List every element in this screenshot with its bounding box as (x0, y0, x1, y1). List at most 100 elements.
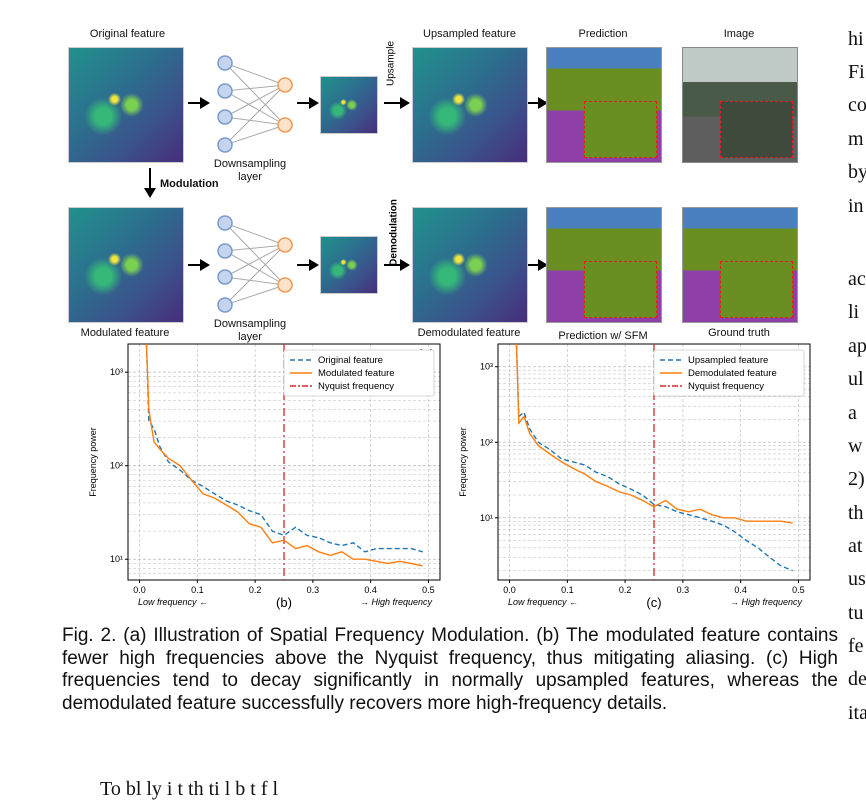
right-column-line: 2) (848, 468, 865, 490)
y-axis-label: Frequency power (88, 427, 98, 497)
prediction-sfm-title: Prediction w/ SFM (558, 330, 648, 342)
ground-truth-title: Ground truth (708, 327, 770, 339)
legend-entry: Original feature (318, 355, 383, 366)
downsampling-layer-label-bottom: Downsampling layer (205, 318, 295, 344)
x-axis-low-label: Low frequency ← (138, 597, 208, 607)
right-column-line: de (848, 668, 866, 690)
legend-entry: Nyquist frequency (318, 381, 394, 392)
arrow-mod-to-net (188, 259, 210, 271)
downsampling-network-bottom (217, 215, 293, 313)
y-tick-label: 10² (110, 461, 123, 471)
series-line (145, 343, 423, 567)
modulated-feature-title: Modulated feature (80, 327, 170, 339)
demodulation-arrow (384, 259, 410, 271)
x-tick-label: 0.2 (249, 585, 262, 595)
chart-c: 0.0 0.1 0.2 0.3 0.4 0.5 10¹ 10² 10³ Frequency pow… (458, 343, 811, 610)
downsampling-layer-label-bottom-line1: Downsampling (213, 318, 287, 330)
downsampling-layer-label-top-line1: Downsampling (213, 158, 287, 170)
y-tick-label: 10¹ (110, 554, 123, 564)
upsample-label: Upsample (385, 40, 397, 87)
right-column-line: tu (848, 602, 864, 624)
right-column-line: m (848, 128, 864, 150)
series-line (145, 343, 423, 553)
y-tick-label: 10² (480, 437, 493, 447)
arrow-orig-to-net (188, 97, 210, 109)
demodulated-feature-map (412, 207, 528, 323)
right-column-line: us (848, 568, 866, 590)
legend-entry: Nyquist frequency (688, 381, 764, 392)
x-tick-label: 0.1 (191, 585, 204, 595)
right-column-line: at (848, 535, 863, 557)
legend-entry: Upsampled feature (688, 355, 768, 366)
input-image (682, 47, 798, 163)
x-tick-label: 0.5 (422, 585, 435, 595)
prediction-sfm-zoom-inset (584, 261, 657, 318)
x-tick-label: 0.5 (792, 585, 805, 595)
downsampling-network-top (217, 55, 293, 153)
x-tick-label: 0.0 (133, 585, 146, 595)
y-tick-label: 10¹ (480, 513, 493, 523)
ground-truth-map (682, 207, 798, 323)
x-axis-low-label: Low frequency ← (508, 597, 578, 607)
right-column-line: by (848, 161, 866, 183)
bottom-text-line: To bl ly i t th ti l b t f l (100, 778, 279, 800)
right-column-line: ap (848, 335, 866, 357)
x-axis-high-label: → High frequency (360, 597, 433, 607)
modulation-arrow (140, 168, 160, 198)
prediction-title: Prediction (578, 28, 628, 40)
modulated-feature-map (68, 207, 184, 323)
downsampled-feature-top (320, 76, 378, 134)
figure-caption: Fig. 2. (a) Illustration of Spatial Freq… (62, 625, 838, 714)
downsampling-layer-label-top-line2: layer (238, 171, 262, 183)
arrow-net-to-small-bottom (297, 259, 319, 271)
original-feature-title: Original feature (89, 28, 166, 40)
y-axis-label: Frequency power (458, 427, 468, 497)
series-line (515, 343, 793, 524)
right-column-line: Fi (848, 61, 865, 83)
right-column-line: w (848, 435, 863, 457)
x-tick-label: 0.2 (619, 585, 632, 595)
right-column-line: ita (848, 702, 866, 724)
right-column-line: th (848, 502, 864, 524)
ground-truth-zoom-inset (720, 261, 793, 318)
chart-b: 0.0 0.1 0.2 0.3 0.4 0.5 10¹ 10² 10³ Frequency pow… (88, 343, 441, 610)
arrow-net-to-small-top (297, 97, 319, 109)
original-feature-map (68, 47, 184, 163)
legend-entry: Demodulated feature (688, 368, 777, 379)
right-column-line: ul (848, 368, 864, 390)
downsampling-layer-label-top: Downsampling layer (205, 158, 295, 184)
prediction-sfm-map (546, 207, 662, 323)
image-title: Image (723, 28, 755, 40)
panel-label: (c) (646, 595, 661, 610)
right-column-line: li (848, 301, 860, 323)
input-image-zoom-inset (720, 101, 793, 158)
legend-box (653, 349, 805, 397)
right-column-line: ac (848, 268, 866, 290)
prediction-map (546, 47, 662, 163)
y-tick-label: 10³ (480, 362, 493, 372)
right-column-line: a (848, 402, 857, 424)
right-column-line: in (848, 195, 864, 217)
x-tick-label: 0.0 (503, 585, 516, 595)
x-tick-label: 0.3 (307, 585, 320, 595)
upsampled-feature-title: Upsampled feature (423, 28, 516, 40)
x-tick-label: 0.4 (364, 585, 377, 595)
upsampled-feature-map (412, 47, 528, 163)
arrow-to-prediction-top (528, 97, 548, 109)
prediction-zoom-inset (584, 101, 657, 158)
legend-box (283, 349, 435, 397)
panel-label: (b) (276, 595, 292, 610)
upsample-arrow (384, 97, 410, 109)
demodulated-feature-title: Demodulated feature (417, 327, 521, 339)
x-tick-label: 0.3 (677, 585, 690, 595)
modulation-label: Modulation (160, 178, 219, 190)
x-tick-label: 0.1 (561, 585, 574, 595)
series-line (515, 343, 793, 572)
right-column-line: hi (848, 28, 864, 50)
downsampling-layer-label-bottom-line2: layer (238, 331, 262, 343)
downsampled-feature-bottom (320, 236, 378, 294)
arrow-to-prediction-bottom (528, 259, 548, 271)
right-column-line: fe (848, 635, 864, 657)
demodulation-label: Demodulation (388, 199, 400, 266)
x-tick-label: 0.4 (734, 585, 747, 595)
